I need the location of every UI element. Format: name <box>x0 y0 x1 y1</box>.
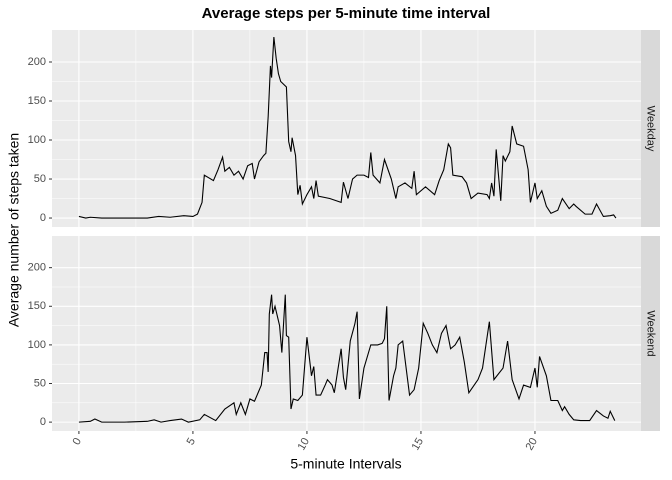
y-tick-label: 0 <box>40 212 46 224</box>
panel-background <box>52 236 641 431</box>
y-axis-label: Average number of steps taken <box>6 133 22 327</box>
facet-strip <box>641 30 660 227</box>
y-tick-label: 50 <box>34 173 46 185</box>
x-tick-label: 20 <box>524 436 541 453</box>
y-tick-label: 150 <box>28 95 46 107</box>
facet-label: Weekend <box>645 310 657 356</box>
chart-title: Average steps per 5-minute time interval <box>202 5 491 22</box>
series-line <box>78 294 616 423</box>
y-tick-label: 50 <box>34 377 46 389</box>
x-tick-label: 5 <box>185 436 198 447</box>
facet-label: Weekday <box>645 106 657 152</box>
y-tick-label: 100 <box>28 339 46 351</box>
y-tick-label: 200 <box>28 262 46 274</box>
y-tick-label: 150 <box>28 300 46 312</box>
x-tick-label: 0 <box>71 436 84 447</box>
y-tick-label: 0 <box>40 416 46 428</box>
x-tick-label: 15 <box>410 436 427 453</box>
y-tick-label: 200 <box>28 56 46 68</box>
x-axis-label: 5-minute Intervals <box>290 456 401 472</box>
y-tick-label: 100 <box>28 134 46 146</box>
panel-background <box>52 30 641 227</box>
facet-strip <box>641 236 660 431</box>
x-tick-label: 10 <box>296 436 313 453</box>
series-line <box>78 36 617 219</box>
